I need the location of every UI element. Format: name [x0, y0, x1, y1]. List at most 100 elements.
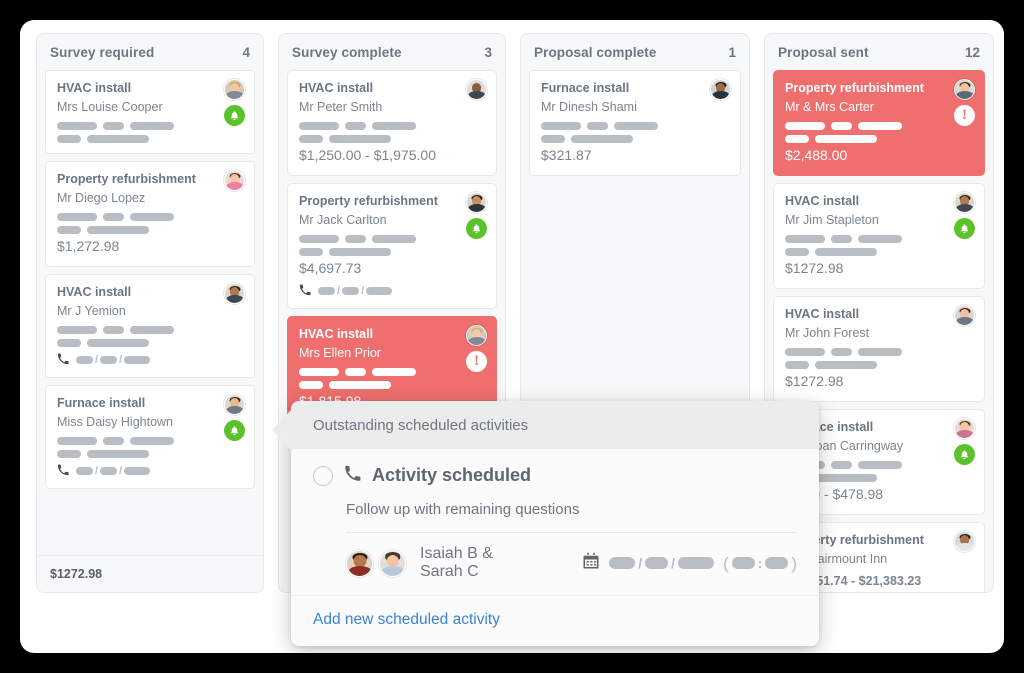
skeleton-bar [541, 122, 581, 130]
avatar[interactable] [954, 79, 975, 100]
bell-badge-icon[interactable] [224, 420, 245, 441]
add-new-scheduled-activity-link[interactable]: Add new scheduled activity [313, 611, 500, 628]
bell-badge-icon[interactable] [954, 218, 975, 239]
card-amount: $2,488.00 [785, 147, 848, 163]
avatar[interactable] [224, 170, 245, 191]
skeleton-bar [299, 122, 339, 130]
skeleton-bar [785, 361, 809, 369]
alert-badge-icon[interactable]: ! [954, 105, 975, 126]
skeleton-bar [57, 450, 81, 458]
card-customer: Mr & Mrs Carter [785, 100, 874, 114]
column-count: 12 [964, 45, 980, 60]
deal-card[interactable]: Property refurbishment Mr Diego Lopez $1… [45, 161, 255, 267]
skeleton-bar [587, 122, 608, 130]
card-placeholder-row [785, 135, 973, 143]
column-footer-total: $1272.98 [37, 555, 263, 592]
avatar[interactable] [954, 418, 975, 439]
skeleton-bar [130, 437, 174, 445]
card-placeholder-row [299, 235, 485, 243]
skeleton-bar [372, 235, 416, 243]
skeleton-bar [815, 248, 877, 256]
card-placeholder-row [57, 135, 243, 143]
skeleton-bar [785, 235, 825, 243]
deal-card-alert[interactable]: Property refurbishment Mr & Mrs Carter $… [773, 70, 985, 176]
deal-card[interactable]: Furnace install Mr Dinesh Shami $321.87 [529, 70, 741, 176]
deal-card[interactable]: HVAC install Mrs Louise Cooper [45, 70, 255, 154]
skeleton-bar [765, 557, 789, 569]
skeleton-bar [103, 122, 124, 130]
card-phone-row: / / [57, 353, 243, 367]
avatar[interactable] [346, 549, 373, 577]
card-title: Furnace install [541, 81, 630, 95]
bell-icon [960, 449, 969, 459]
deal-card[interactable]: HVAC install Mr John Forest $1272.98 [773, 296, 985, 402]
bell-badge-icon[interactable] [954, 444, 975, 465]
deal-card[interactable]: Property refurbishment Mr Jack Carlton $… [287, 183, 497, 309]
skeleton-bar [318, 287, 335, 295]
activity-schedule[interactable]: / / (:) [582, 552, 797, 575]
card-title: HVAC install [785, 307, 860, 321]
skeleton-bar [87, 450, 149, 458]
avatar[interactable] [379, 549, 406, 577]
card-customer: Mr Diego Lopez [57, 191, 146, 205]
skeleton-bar [329, 135, 391, 143]
card-title: HVAC install [57, 285, 132, 299]
phone-icon [57, 353, 69, 367]
popup-body: Activity scheduled Follow up with remain… [291, 449, 819, 595]
skeleton-bar [345, 368, 366, 376]
avatar[interactable] [954, 305, 975, 326]
deal-card[interactable]: HVAC install Mr Jim Stapleton $1272.98 [773, 183, 985, 289]
deal-card[interactable]: HVAC install Mr J Yemion [45, 274, 255, 378]
skeleton-bar [130, 122, 174, 130]
card-customer: Mr Jack Carlton [299, 213, 387, 227]
skeleton-bar [345, 122, 366, 130]
avatar[interactable] [710, 79, 731, 100]
popup-footer: Add new scheduled activity [291, 595, 819, 646]
avatar[interactable] [224, 283, 245, 304]
card-customer: Mr John Forest [785, 326, 870, 340]
bell-icon [960, 223, 969, 233]
card-placeholder-row [57, 326, 243, 334]
alert-badge-icon[interactable]: ! [466, 351, 487, 372]
avatar[interactable] [466, 325, 487, 346]
skeleton-bar [815, 474, 877, 482]
card-title: Property refurbishment [785, 81, 924, 95]
skeleton-bar [329, 248, 391, 256]
column-header: Survey required 4 [37, 34, 263, 70]
skeleton-bar [87, 226, 149, 234]
column-header: Survey complete 3 [279, 34, 505, 70]
bell-icon [472, 223, 481, 233]
card-placeholder-row [299, 381, 485, 389]
card-placeholder-row [541, 135, 729, 143]
assignee-avatars[interactable] [346, 549, 406, 577]
avatar[interactable] [466, 79, 487, 100]
bell-badge-icon[interactable] [224, 105, 245, 126]
skeleton-bar [57, 135, 81, 143]
avatar[interactable] [224, 394, 245, 415]
column-title: Proposal sent [778, 45, 869, 60]
skeleton-bar [57, 226, 81, 234]
card-title: Property refurbishment [299, 194, 438, 208]
skeleton-bar [345, 235, 366, 243]
skeleton-bar [541, 135, 565, 143]
card-title: Property refurbishment [785, 533, 924, 547]
avatar[interactable] [954, 192, 975, 213]
deal-card[interactable]: Furnace install Miss Daisy Hightown [45, 385, 255, 489]
avatar[interactable] [466, 192, 487, 213]
skeleton-bar [785, 135, 809, 143]
skeleton-bar [858, 235, 902, 243]
bell-icon [230, 110, 239, 120]
activity-complete-radio[interactable] [313, 465, 333, 486]
deal-card[interactable]: HVAC install Mr Peter Smith $1,250.00 - … [287, 70, 497, 176]
skeleton-bar [87, 135, 149, 143]
avatar[interactable] [954, 531, 975, 552]
column-title: Proposal complete [534, 45, 657, 60]
skeleton-bar [103, 326, 124, 334]
date-placeholder: / / [318, 285, 393, 297]
skeleton-bar [731, 557, 755, 569]
skeleton-bar [100, 467, 118, 475]
skeleton-bar [609, 557, 636, 569]
avatar[interactable] [224, 79, 245, 100]
bell-badge-icon[interactable] [466, 218, 487, 239]
skeleton-bar [858, 461, 902, 469]
